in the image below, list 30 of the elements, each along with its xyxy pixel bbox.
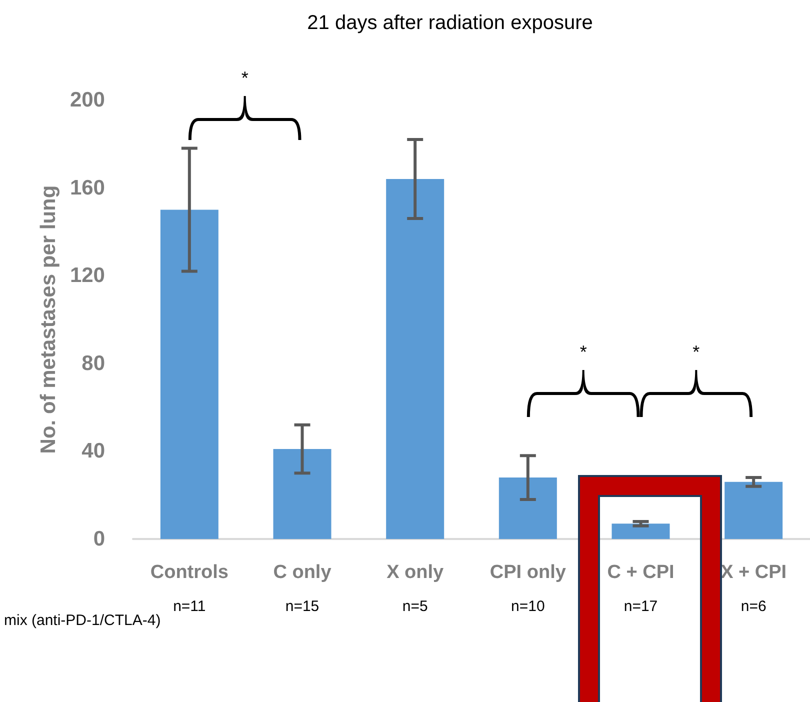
x-tick-label: X only bbox=[386, 562, 444, 583]
text: n=10 bbox=[511, 598, 545, 615]
x-tick-label: C + CPI bbox=[607, 562, 674, 583]
bar bbox=[386, 179, 444, 539]
text: n=5 bbox=[402, 598, 428, 615]
y-tick-label: 160 bbox=[70, 176, 105, 200]
y-tick-label: 120 bbox=[70, 264, 105, 288]
y-axis-title: No. of metastases per lung bbox=[37, 185, 60, 454]
x-tick-label: CPI only bbox=[490, 562, 566, 583]
y-tick-label: 200 bbox=[70, 88, 105, 112]
bar bbox=[273, 449, 332, 539]
y-tick-label: 40 bbox=[82, 440, 105, 463]
y-tick-label: 80 bbox=[82, 352, 105, 375]
x-tick-label: X + CPI bbox=[720, 562, 787, 583]
text: n=11 bbox=[173, 598, 206, 615]
text: * bbox=[241, 68, 248, 89]
text: mix (anti-PD-1/CTLA-4) bbox=[4, 612, 161, 629]
annotation: * bbox=[692, 342, 700, 363]
bar bbox=[498, 478, 557, 539]
x-tick-label: C only bbox=[273, 562, 332, 583]
bar bbox=[724, 482, 783, 539]
text: n=17 bbox=[624, 598, 658, 615]
annotation: * bbox=[580, 342, 587, 363]
bar bbox=[612, 524, 670, 539]
chart-title: 21 days after radiation exposure bbox=[307, 12, 593, 34]
x-tick-label: Controls bbox=[150, 562, 228, 583]
text: n=15 bbox=[285, 598, 320, 615]
bar bbox=[160, 210, 218, 539]
text: n=6 bbox=[740, 598, 766, 615]
y-tick-label: 0 bbox=[93, 528, 105, 550]
